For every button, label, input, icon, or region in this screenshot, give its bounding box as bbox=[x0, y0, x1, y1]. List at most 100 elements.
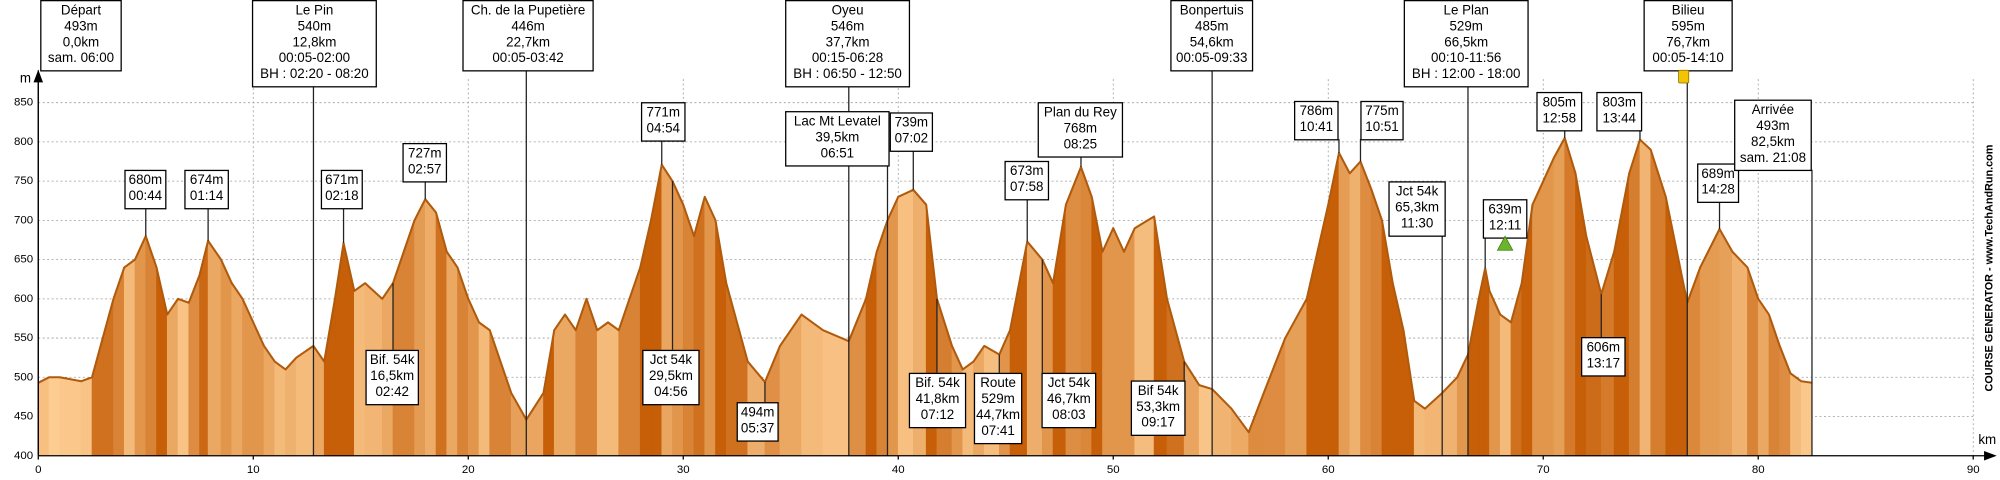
label-box bbox=[1482, 199, 1528, 239]
y-tick-label: 700 bbox=[14, 214, 33, 226]
label-text: 82,5km bbox=[1751, 134, 1795, 149]
label-text: Arrivée bbox=[1752, 102, 1794, 117]
area-segment bbox=[313, 344, 325, 457]
area-segment bbox=[1650, 149, 1667, 457]
area-segment bbox=[478, 321, 491, 457]
area-segment bbox=[1263, 337, 1286, 457]
label-text: 14:28 bbox=[1701, 182, 1734, 197]
area-segment bbox=[607, 321, 620, 457]
y-axis-arrow bbox=[33, 69, 44, 83]
label-text: 06:51 bbox=[821, 145, 854, 160]
label-text: 13:17 bbox=[1587, 355, 1620, 370]
label-box bbox=[1580, 337, 1626, 377]
area-segment bbox=[1349, 160, 1361, 457]
area-segment bbox=[274, 360, 286, 457]
label-text: sam. 21:08 bbox=[1740, 150, 1806, 165]
area-segment bbox=[1370, 188, 1383, 457]
label-box bbox=[1041, 372, 1097, 429]
label-text: Oyeu bbox=[832, 2, 864, 17]
label-box bbox=[785, 111, 890, 167]
label-text: BH : 02:20 - 08:20 bbox=[260, 66, 369, 81]
label-text: 53,3km bbox=[1136, 399, 1180, 414]
area-segment bbox=[596, 321, 609, 457]
x-tick-label: 80 bbox=[1752, 464, 1765, 476]
label-text: 02:42 bbox=[375, 384, 408, 399]
x-tick-label: 90 bbox=[1967, 464, 1980, 476]
label-text: 04:54 bbox=[647, 120, 681, 135]
area-segment bbox=[467, 298, 480, 457]
label-text: 727m bbox=[408, 145, 441, 160]
label-text: Le Plan bbox=[1444, 2, 1489, 17]
label-text: 680m bbox=[129, 172, 162, 187]
label-text: 674m bbox=[190, 172, 223, 187]
area-segment bbox=[1183, 360, 1200, 457]
area-segment bbox=[424, 198, 437, 457]
area-segment bbox=[1719, 227, 1733, 457]
label-text: 689m bbox=[1701, 166, 1734, 181]
label-box bbox=[642, 349, 700, 406]
label-text: 00:10-11:56 bbox=[1431, 50, 1501, 65]
label-box bbox=[251, 0, 377, 88]
label-box bbox=[908, 372, 967, 429]
area-segment bbox=[123, 258, 136, 457]
area-segment bbox=[188, 275, 200, 457]
area-segment bbox=[1102, 228, 1114, 457]
label-text: 00:05-14:10 bbox=[1652, 50, 1723, 65]
area-segment bbox=[145, 235, 157, 457]
area-segment bbox=[887, 196, 899, 457]
label-text: 529m bbox=[1449, 18, 1482, 33]
label-text: 01:14 bbox=[190, 188, 224, 203]
area-segment bbox=[682, 204, 695, 457]
area-segment bbox=[343, 243, 355, 457]
area-segment bbox=[564, 313, 577, 457]
label-box bbox=[1360, 100, 1404, 141]
area-segment bbox=[553, 313, 566, 457]
label-box bbox=[184, 169, 229, 210]
area-segment bbox=[801, 313, 824, 457]
label-text: 639m bbox=[1488, 202, 1521, 217]
label-text: 13:44 bbox=[1603, 110, 1637, 125]
label-text: 66,5km bbox=[1444, 34, 1488, 49]
area-segment bbox=[403, 220, 415, 457]
label-text: Bif. 54k bbox=[370, 352, 415, 367]
label-text: Route bbox=[980, 375, 1016, 390]
area-segment bbox=[1112, 228, 1125, 457]
area-segment bbox=[1790, 372, 1802, 457]
label-box bbox=[1697, 163, 1740, 203]
label-text: 29,5km bbox=[649, 368, 693, 383]
x-tick-label: 40 bbox=[892, 464, 905, 476]
area-segment bbox=[1413, 400, 1426, 457]
label-text: 00:44 bbox=[129, 188, 163, 203]
area-segment bbox=[285, 356, 297, 457]
label-text: 0,0km bbox=[63, 34, 99, 49]
area-segment bbox=[1284, 298, 1308, 457]
label-text: 12:58 bbox=[1543, 110, 1576, 125]
label-text: 803m bbox=[1603, 94, 1636, 109]
label-box bbox=[1734, 99, 1812, 172]
area-segment bbox=[876, 220, 888, 457]
label-text: 46,7km bbox=[1047, 391, 1091, 406]
label-box bbox=[1170, 0, 1254, 72]
area-segment bbox=[166, 297, 179, 457]
y-tick-label: 800 bbox=[14, 136, 33, 148]
area-segment bbox=[1338, 152, 1351, 457]
label-box bbox=[785, 0, 911, 88]
label-text: Bif 54k bbox=[1138, 383, 1179, 398]
y-tick-label: 400 bbox=[14, 450, 33, 462]
area-segment bbox=[446, 250, 458, 457]
area-segment bbox=[1489, 290, 1501, 457]
x-axis-label: km bbox=[1978, 432, 1996, 447]
area-segment bbox=[207, 239, 222, 457]
area-segment bbox=[704, 196, 716, 457]
area-segment bbox=[693, 196, 706, 457]
label-text: 12,8km bbox=[292, 34, 336, 49]
label-text: 05:37 bbox=[741, 420, 774, 435]
label-text: 00:05-02:00 bbox=[279, 50, 350, 65]
label-text: 54,6km bbox=[1190, 34, 1234, 49]
label-text: 16,5km bbox=[370, 368, 414, 383]
label-text: Bif. 54k bbox=[915, 375, 960, 390]
label-text: 12:11 bbox=[1489, 217, 1521, 232]
x-tick-label: 10 bbox=[247, 464, 260, 476]
